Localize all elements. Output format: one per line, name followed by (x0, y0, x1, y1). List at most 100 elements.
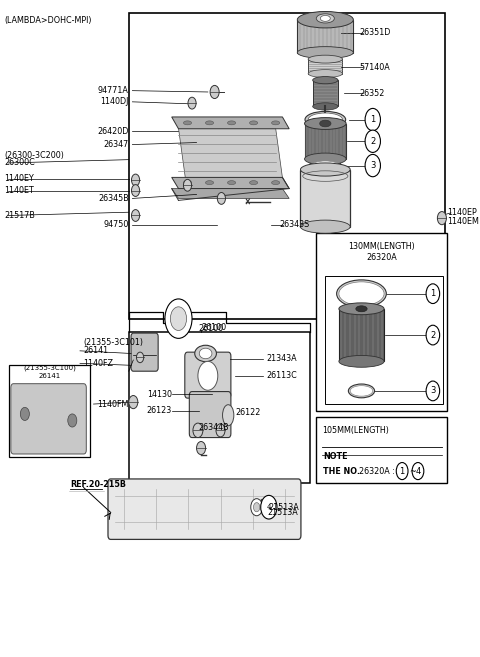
Ellipse shape (250, 121, 258, 125)
Circle shape (216, 424, 225, 437)
Circle shape (68, 414, 77, 427)
Ellipse shape (308, 70, 343, 78)
Text: 26100: 26100 (199, 324, 224, 333)
Polygon shape (179, 128, 282, 177)
Text: 26344B: 26344B (199, 422, 229, 432)
Text: 26320A :: 26320A : (359, 466, 395, 476)
Text: 26122: 26122 (235, 408, 260, 417)
Bar (316, 233, 447, 411)
Ellipse shape (205, 181, 214, 185)
Ellipse shape (308, 55, 343, 63)
Circle shape (261, 495, 277, 519)
Circle shape (165, 299, 192, 338)
Text: 1140DJ: 1140DJ (100, 97, 129, 106)
Circle shape (193, 423, 203, 438)
Text: NOTE: NOTE (323, 452, 348, 461)
Circle shape (365, 108, 381, 131)
Text: 14130: 14130 (147, 390, 172, 399)
Ellipse shape (339, 355, 384, 367)
Bar (304, 124, 346, 159)
Text: 94750: 94750 (103, 220, 129, 229)
Ellipse shape (228, 121, 236, 125)
Ellipse shape (205, 121, 214, 125)
Text: 130MM(LENGTH): 130MM(LENGTH) (348, 242, 415, 251)
Ellipse shape (223, 405, 234, 426)
Circle shape (132, 185, 140, 196)
Text: 26141: 26141 (38, 373, 61, 379)
Circle shape (426, 284, 440, 304)
Text: 26343S: 26343S (279, 220, 310, 229)
Circle shape (396, 463, 408, 480)
FancyBboxPatch shape (189, 392, 231, 438)
Text: 26420D: 26420D (97, 127, 129, 136)
Text: 26123: 26123 (146, 406, 172, 415)
Circle shape (426, 381, 440, 401)
Bar (129, 332, 310, 483)
Text: 57140A: 57140A (359, 62, 390, 72)
Text: 1: 1 (430, 289, 435, 298)
Text: 2: 2 (370, 137, 375, 146)
Text: THE NO.: THE NO. (323, 466, 360, 476)
Text: 1: 1 (399, 466, 405, 476)
Text: 4: 4 (415, 466, 420, 476)
Polygon shape (172, 189, 289, 198)
Bar (312, 80, 338, 106)
Ellipse shape (183, 121, 192, 125)
Bar (129, 13, 445, 319)
Bar (9, 365, 90, 457)
Text: 26351D: 26351D (359, 28, 391, 37)
Bar (300, 170, 350, 227)
Text: 1: 1 (370, 115, 375, 124)
Ellipse shape (350, 386, 373, 396)
Ellipse shape (304, 118, 346, 129)
Polygon shape (172, 117, 289, 129)
Ellipse shape (272, 181, 280, 185)
Ellipse shape (320, 120, 331, 127)
Circle shape (437, 212, 446, 225)
Text: 1140EM: 1140EM (447, 217, 479, 226)
Circle shape (365, 130, 381, 152)
Text: 3: 3 (370, 161, 375, 170)
FancyBboxPatch shape (131, 333, 158, 371)
Text: 26320A: 26320A (366, 253, 397, 262)
Text: 1140EY: 1140EY (4, 174, 34, 183)
Text: (26300-3C200): (26300-3C200) (4, 150, 64, 160)
Text: 105MM(LENGTH): 105MM(LENGTH) (322, 426, 389, 435)
Text: 26300C: 26300C (4, 158, 35, 168)
Bar (325, 276, 443, 404)
Text: 3: 3 (430, 386, 435, 396)
Ellipse shape (316, 14, 335, 23)
Text: REF.20-215B: REF.20-215B (70, 480, 126, 489)
Ellipse shape (272, 121, 280, 125)
Text: 26352: 26352 (359, 89, 384, 98)
Circle shape (198, 361, 218, 390)
Ellipse shape (297, 47, 353, 58)
Ellipse shape (336, 280, 386, 307)
Text: (21355-3C101): (21355-3C101) (84, 338, 144, 348)
Text: 26100: 26100 (201, 323, 226, 332)
Circle shape (132, 210, 140, 221)
Ellipse shape (312, 76, 338, 84)
Ellipse shape (339, 282, 384, 306)
Text: 2: 2 (430, 330, 435, 340)
Circle shape (210, 85, 219, 99)
Text: (21355-3C100): (21355-3C100) (23, 365, 76, 371)
Text: 26113C: 26113C (266, 371, 297, 380)
Text: 26347: 26347 (104, 140, 129, 149)
Circle shape (136, 352, 144, 363)
Ellipse shape (250, 181, 258, 185)
Circle shape (20, 407, 29, 420)
Text: 26345B: 26345B (98, 194, 129, 203)
Circle shape (365, 154, 381, 177)
Text: ~: ~ (409, 466, 416, 476)
Ellipse shape (356, 306, 367, 312)
Circle shape (196, 442, 205, 455)
Ellipse shape (199, 348, 212, 359)
Text: 21513A: 21513A (267, 508, 298, 517)
Ellipse shape (312, 161, 339, 170)
Circle shape (183, 179, 192, 191)
Text: 21517B: 21517B (4, 211, 36, 220)
Ellipse shape (195, 346, 216, 361)
Ellipse shape (300, 163, 350, 176)
Bar (297, 20, 353, 53)
